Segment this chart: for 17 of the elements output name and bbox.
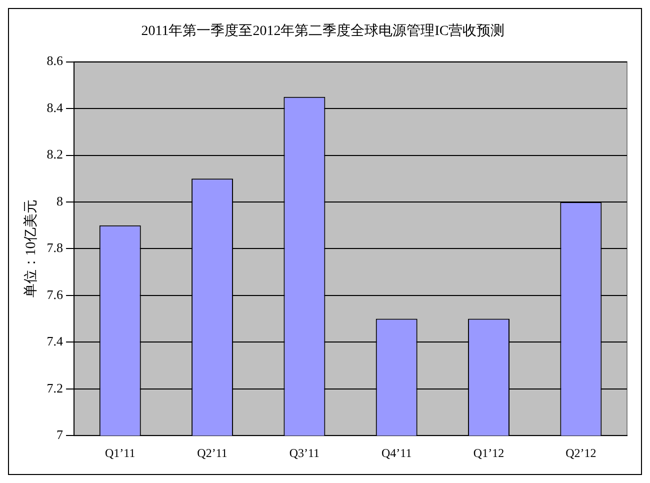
y-tick-label: 7.2 [46, 380, 64, 396]
y-axis-title: 单位：10亿美元 [23, 200, 40, 298]
y-tick-label: 8.6 [46, 53, 64, 68]
x-tick-label: Q4’11 [381, 446, 412, 460]
x-tick-label: Q3’11 [289, 446, 320, 460]
y-tick-label: 7 [56, 427, 64, 442]
x-tick-label: Q2’11 [197, 446, 228, 460]
x-tick-label: Q1’11 [105, 446, 136, 460]
y-tick-label: 8 [56, 193, 64, 208]
x-tick-label: Q2’12 [566, 446, 596, 460]
y-tick-label: 7.6 [46, 286, 64, 302]
y-tick-label: 8.2 [46, 146, 64, 162]
y-tick-label: 7.8 [46, 240, 64, 256]
chart-title: 2011年第一季度至2012年第二季度全球电源管理IC营收预测 [141, 23, 505, 40]
x-tick-label: Q1’12 [473, 446, 504, 460]
y-tick-label: 8.4 [46, 100, 64, 115]
y-tick-label: 7.4 [46, 334, 64, 349]
